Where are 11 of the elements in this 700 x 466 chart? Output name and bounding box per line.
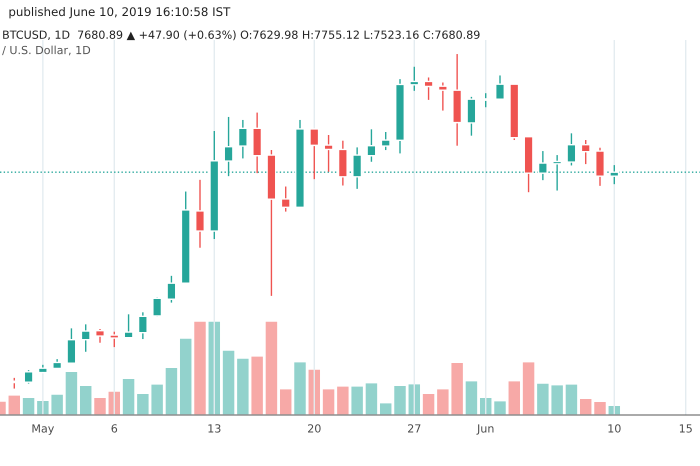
x-tick-label: 6 bbox=[112, 424, 118, 433]
x-tick-label: 27 bbox=[408, 424, 420, 432]
chart-title: published June 10, 2019 16:10:58 IST bbox=[9, 6, 230, 18]
x-tick-label: 15 bbox=[680, 424, 692, 433]
x-tick-label: 20 bbox=[308, 424, 321, 433]
x-tick-label: 10 bbox=[608, 424, 621, 433]
x-tick-label: Jun bbox=[476, 424, 494, 435]
x-tick-label: 13 bbox=[208, 424, 220, 433]
annotation: / U.S. Dollar, 1D bbox=[2, 46, 90, 56]
x-tick-label: May bbox=[32, 424, 54, 435]
chart-subtitle: BTCUSD, 1D 7680.89 ▲ +47.90 (+0.63%) O:7629.98 H:7755.12 L:7523.16 C:7680.89 bbox=[3, 30, 480, 40]
